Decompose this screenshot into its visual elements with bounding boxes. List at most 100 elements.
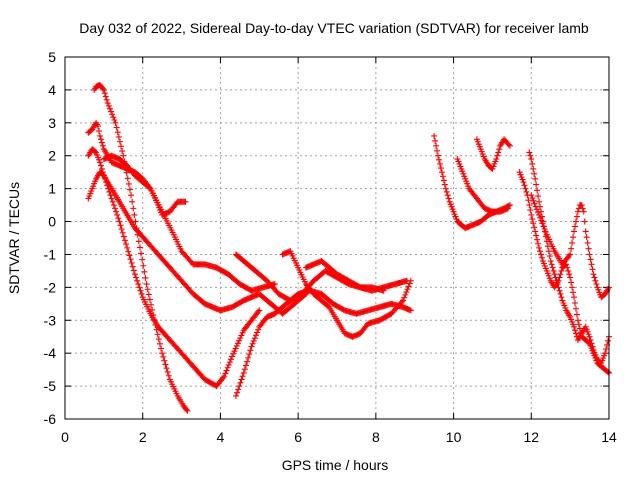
data-point	[603, 346, 610, 353]
data-point	[98, 139, 105, 146]
data-point	[101, 90, 108, 97]
data-point	[402, 291, 409, 298]
data-point	[116, 138, 123, 145]
data-point	[249, 340, 256, 347]
data-point	[255, 326, 262, 333]
data-point	[495, 149, 502, 156]
data-point	[233, 342, 240, 349]
grid-lines	[65, 57, 609, 419]
y-tick-label: 0	[48, 214, 56, 230]
data-point	[111, 116, 118, 123]
x-tick-label: 6	[294, 429, 302, 445]
data-point	[564, 264, 571, 271]
y-tick-label: 1	[48, 181, 56, 197]
data-point	[222, 370, 229, 377]
data-point	[138, 250, 145, 257]
data-point	[120, 152, 127, 159]
data-point	[521, 182, 528, 189]
data-point	[537, 248, 544, 255]
data-point	[237, 335, 244, 342]
data-point	[584, 239, 591, 246]
data-point	[102, 93, 109, 100]
data-point	[570, 289, 577, 296]
data-point	[96, 128, 102, 135]
data-point	[121, 237, 128, 244]
data-point	[573, 213, 580, 220]
data-point	[96, 132, 103, 139]
data-point	[578, 202, 585, 209]
data-point	[591, 274, 598, 281]
data-point	[528, 192, 535, 199]
data-point	[407, 307, 414, 314]
data-point	[248, 343, 255, 350]
x-tick-label: 12	[523, 429, 539, 445]
data-point	[593, 281, 600, 288]
data-point	[587, 337, 594, 344]
data-point	[586, 333, 593, 340]
data-point	[436, 156, 442, 163]
data-point	[127, 256, 134, 263]
data-point	[538, 254, 545, 261]
data-point	[572, 305, 579, 312]
plot-frame	[64, 56, 610, 420]
data-point	[118, 226, 125, 233]
data-point	[236, 383, 243, 390]
y-tick-label: 4	[48, 82, 56, 98]
data-point	[533, 181, 540, 188]
data-point	[588, 261, 595, 268]
data-point	[103, 96, 110, 103]
data-point	[537, 214, 544, 221]
data-point	[532, 175, 539, 182]
data-point	[115, 133, 122, 140]
series-track-8	[279, 248, 414, 340]
data-point	[538, 217, 545, 224]
data-point	[231, 348, 238, 355]
data-point	[240, 369, 247, 376]
data-point	[123, 169, 130, 176]
data-point	[529, 195, 536, 202]
data-point	[114, 211, 121, 218]
data-point	[97, 162, 104, 169]
y-tick-label: 5	[48, 49, 56, 65]
data-point	[97, 136, 104, 143]
data-point	[444, 192, 451, 199]
data-point	[163, 365, 170, 372]
data-point	[582, 228, 589, 235]
data-point	[531, 170, 538, 177]
data-point	[433, 142, 440, 149]
data-point	[130, 205, 137, 212]
data-point	[137, 287, 144, 294]
data-point	[134, 277, 141, 284]
data-point	[579, 205, 586, 212]
x-tick-label: 4	[217, 429, 225, 445]
data-point	[380, 287, 387, 294]
data-point	[184, 407, 191, 414]
data-point	[574, 317, 581, 324]
data-point	[220, 374, 227, 381]
data-point	[155, 336, 162, 343]
data-point	[120, 233, 127, 240]
data-point	[241, 366, 248, 373]
data-point	[105, 102, 112, 109]
data-point	[141, 268, 148, 275]
data-point	[555, 284, 562, 291]
data-point	[592, 277, 599, 284]
data-point	[549, 264, 556, 271]
x-tick-label: 8	[372, 429, 380, 445]
y-tick-label: 3	[48, 115, 56, 131]
data-point	[159, 350, 166, 357]
data-point	[107, 192, 114, 199]
data-point	[546, 253, 553, 260]
data-point	[530, 220, 537, 227]
data-point	[441, 181, 448, 188]
data-point	[438, 169, 445, 176]
data-point	[401, 294, 408, 301]
data-point	[223, 367, 230, 374]
data-point	[143, 281, 150, 288]
data-point	[119, 229, 126, 236]
data-point	[587, 256, 594, 263]
data-point	[139, 256, 146, 263]
data-point	[110, 114, 117, 121]
data-point	[404, 286, 411, 293]
data-point	[443, 188, 450, 195]
